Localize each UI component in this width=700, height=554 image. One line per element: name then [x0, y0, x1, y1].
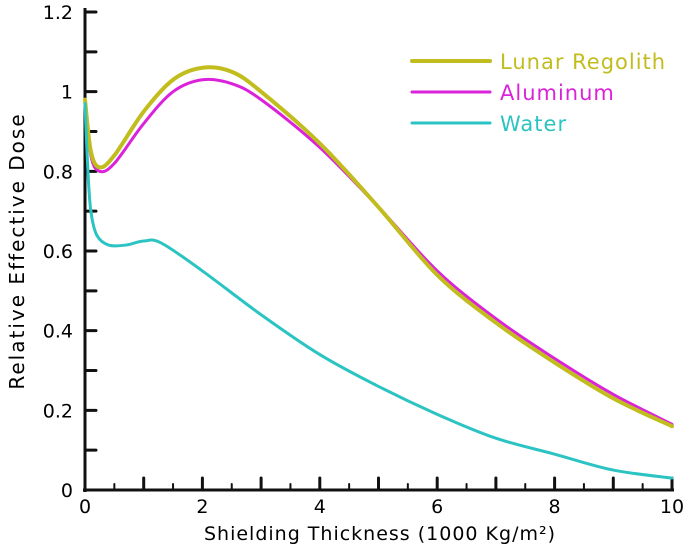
x-tick-label: 4	[314, 496, 326, 518]
x-axis-label: Shielding Thickness (1000 Kg/m²)	[204, 523, 556, 545]
series-line-aluminum	[83, 77, 674, 426]
x-tick-label: 0	[79, 496, 91, 518]
series-line-lunar-regolith	[83, 65, 674, 429]
series-line-water	[83, 102, 674, 480]
y-tick-label: 0	[61, 480, 73, 502]
y-tick-label: 0.4	[43, 321, 73, 343]
x-tick-label: 8	[549, 496, 561, 518]
y-tick-label: 0.2	[43, 400, 73, 422]
legend-label: Aluminum	[500, 81, 615, 105]
legend-label: Lunar Regolith	[500, 50, 666, 74]
x-tick-label: 10	[660, 496, 684, 518]
y-tick-label: 1	[61, 82, 73, 104]
legend: Lunar Regolith Aluminum Water	[410, 50, 666, 136]
y-tick-label: 1.2	[43, 2, 73, 24]
y-tick-label: 0.6	[43, 241, 73, 263]
x-tick-label: 2	[196, 496, 208, 518]
y-axis-label: Relative Effective Dose	[5, 112, 29, 389]
series-lines	[83, 65, 674, 480]
y-tick-label: 0.8	[43, 161, 73, 183]
x-tick-label: 6	[431, 496, 443, 518]
axes: 0 0.2 0.4 0.6 0.8 1 1.2 0 2 4 6 8 10	[43, 2, 684, 518]
legend-label: Water	[500, 112, 567, 136]
